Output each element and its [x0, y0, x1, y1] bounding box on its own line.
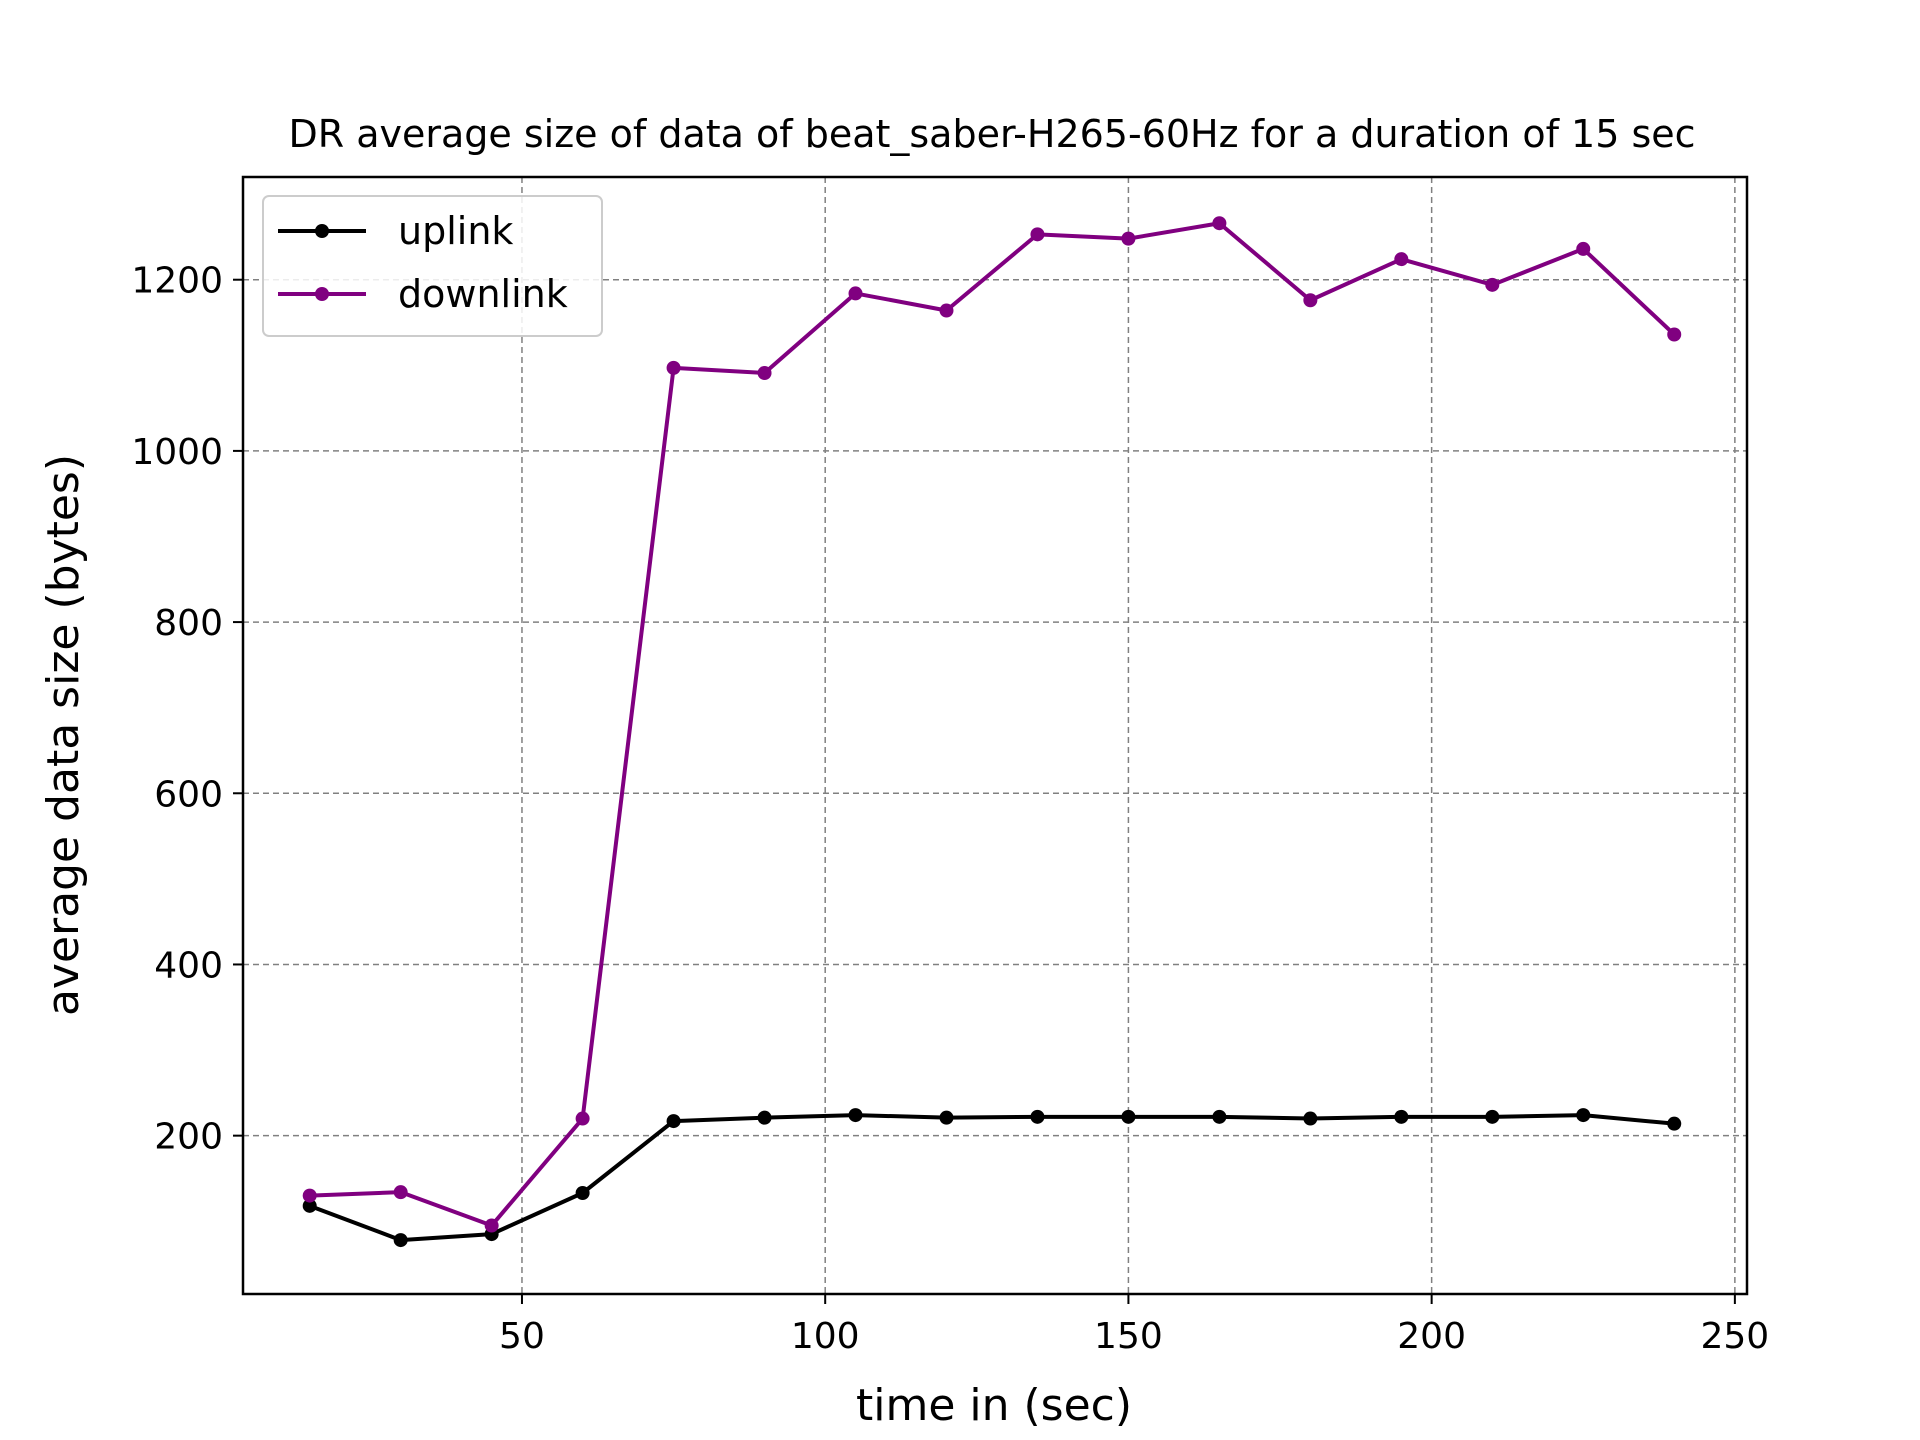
data-point-downlink — [848, 286, 863, 301]
data-point-uplink — [575, 1185, 590, 1200]
series-line-downlink — [309, 221, 1676, 1228]
data-point-uplink — [1030, 1109, 1045, 1124]
series-uplink — [302, 1108, 1682, 1248]
data-point-uplink — [757, 1110, 772, 1125]
y-axis-label: average data size (bytes) — [38, 454, 89, 1016]
data-point-downlink — [302, 1188, 317, 1203]
x-tick-label: 150 — [1094, 1316, 1163, 1357]
data-point-downlink — [1212, 216, 1227, 231]
data-point-uplink — [1576, 1108, 1591, 1123]
x-axis-label: time in (sec) — [856, 1380, 1132, 1431]
data-point-uplink — [1121, 1109, 1136, 1124]
data-point-downlink — [1576, 241, 1591, 256]
data-point-downlink — [666, 360, 681, 375]
chart-title: DR average size of data of beat_saber-H2… — [288, 112, 1695, 156]
legend-marker-uplink — [315, 224, 329, 238]
data-point-uplink — [302, 1198, 317, 1213]
data-point-downlink — [1030, 227, 1045, 242]
data-point-downlink — [393, 1185, 408, 1200]
series-line-uplink — [309, 1113, 1675, 1243]
y-tick-label: 800 — [154, 603, 223, 644]
series — [302, 216, 1682, 1248]
data-point-uplink — [1303, 1111, 1318, 1126]
legend-marker-downlink — [315, 287, 329, 301]
plot-area-frame — [241, 175, 1749, 1296]
x-tick-label: 250 — [1701, 1316, 1770, 1357]
x-tick-label: 200 — [1397, 1316, 1466, 1357]
data-point-uplink — [1212, 1109, 1227, 1124]
data-point-uplink — [393, 1233, 408, 1248]
y-tick-label: 1200 — [131, 261, 223, 302]
data-point-uplink — [1394, 1109, 1409, 1124]
data-point-downlink — [1394, 252, 1409, 267]
y-tick-label: 200 — [154, 1117, 223, 1158]
x-tick-label: 100 — [791, 1316, 860, 1357]
grid — [243, 177, 1747, 1294]
data-point-uplink — [1485, 1109, 1500, 1124]
data-point-downlink — [939, 303, 954, 318]
data-point-downlink — [1121, 231, 1136, 246]
y-tick-label: 1000 — [131, 432, 223, 473]
legend-label-uplink: uplink — [398, 209, 513, 253]
data-point-downlink — [1667, 327, 1682, 342]
axis-ticks: 50 100 150 200 250 200 400 600 800 1000 1200 — [131, 261, 1769, 1357]
data-point-uplink — [1667, 1116, 1682, 1131]
y-tick-label: 400 — [154, 945, 223, 986]
x-tick-label: 50 — [499, 1316, 545, 1357]
legend-label-downlink: downlink — [398, 272, 568, 316]
data-point-downlink — [484, 1218, 499, 1233]
data-point-uplink — [666, 1114, 681, 1129]
y-tick-label: 600 — [154, 774, 223, 815]
data-point-downlink — [757, 366, 772, 381]
data-point-downlink — [1485, 277, 1500, 292]
data-point-downlink — [1303, 293, 1318, 308]
series-downlink — [302, 216, 1682, 1233]
legend: uplink downlink — [262, 195, 603, 337]
data-point-downlink — [575, 1111, 590, 1126]
data-point-uplink — [939, 1110, 954, 1125]
data-point-uplink — [848, 1108, 863, 1123]
